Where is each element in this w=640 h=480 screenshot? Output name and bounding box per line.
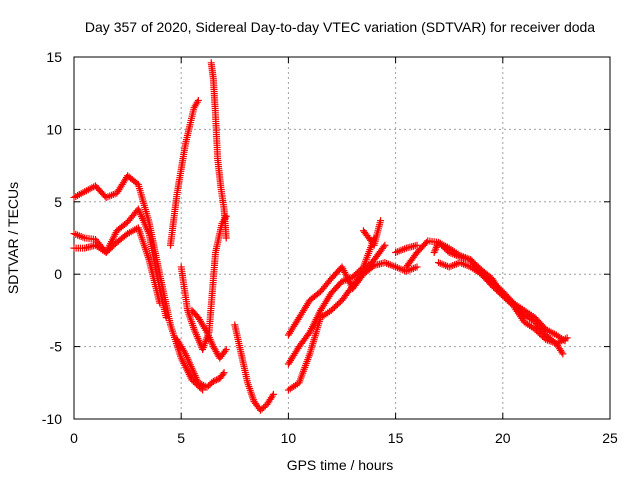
data-point	[559, 350, 567, 358]
data-point	[381, 241, 389, 249]
x-tick-label: 0	[70, 430, 78, 446]
series-track-5	[173, 335, 228, 391]
series-track-13	[359, 217, 385, 249]
data-point	[380, 243, 388, 251]
data-point	[199, 386, 207, 394]
y-axis-label: SDTVAR / TECUs	[5, 182, 21, 294]
y-tick-label: 15	[46, 49, 62, 65]
data-point	[422, 238, 430, 246]
data-point	[219, 370, 227, 378]
series-track-9	[231, 321, 277, 414]
y-tick-label: 10	[46, 121, 62, 137]
series-track-3	[70, 224, 164, 307]
series-track-2	[70, 205, 170, 322]
data-point	[222, 234, 230, 242]
y-tick-label: -5	[50, 339, 63, 355]
x-tick-label: 25	[602, 430, 618, 446]
series-track-17	[392, 241, 421, 256]
data-point	[220, 369, 228, 377]
y-tick-labels: -10 -5 0 5 10 15	[42, 49, 62, 427]
chart-title: Day 357 of 2020, Sidereal Day-to-day VTE…	[85, 19, 595, 35]
data-point	[413, 241, 421, 249]
data-point	[559, 336, 567, 344]
data-point	[377, 217, 385, 225]
x-tick-label: 20	[495, 430, 511, 446]
data-point	[213, 376, 221, 384]
series-track-1	[70, 172, 207, 394]
y-tick-label: 0	[54, 266, 62, 282]
data-point	[413, 263, 421, 271]
y-tick-label: -10	[42, 411, 62, 427]
tick-marks	[73, 56, 611, 420]
x-tick-label: 10	[281, 430, 297, 446]
data-point	[558, 348, 566, 356]
x-tick-label: 15	[388, 430, 404, 446]
series-track-11	[284, 234, 378, 368]
plot-frame	[73, 56, 611, 420]
x-tick-labels: 0 5 10 15 20 25	[70, 430, 618, 446]
x-axis-label: GPS time / hours	[287, 457, 394, 473]
series-track-10	[284, 259, 421, 339]
data-point	[432, 243, 440, 251]
series-track-7	[207, 59, 230, 242]
series-track-4	[166, 96, 202, 249]
data-point	[162, 314, 170, 322]
series-track-8	[188, 306, 230, 362]
x-tick-label: 5	[177, 430, 185, 446]
data-point	[431, 247, 439, 255]
series-track-16	[434, 259, 569, 345]
data-point	[194, 96, 202, 104]
data-point	[209, 377, 217, 385]
data-point	[222, 345, 230, 353]
data-point	[561, 337, 569, 345]
data-point	[268, 392, 276, 400]
data-point	[156, 299, 164, 307]
y-tick-label: 5	[54, 194, 62, 210]
data-markers	[70, 59, 571, 414]
series-track-14	[402, 237, 567, 358]
data-point	[430, 248, 438, 256]
data-point	[211, 377, 219, 385]
data-point	[269, 390, 277, 398]
data-point	[432, 245, 440, 253]
series-track-12	[284, 241, 389, 394]
gridlines	[74, 57, 610, 419]
